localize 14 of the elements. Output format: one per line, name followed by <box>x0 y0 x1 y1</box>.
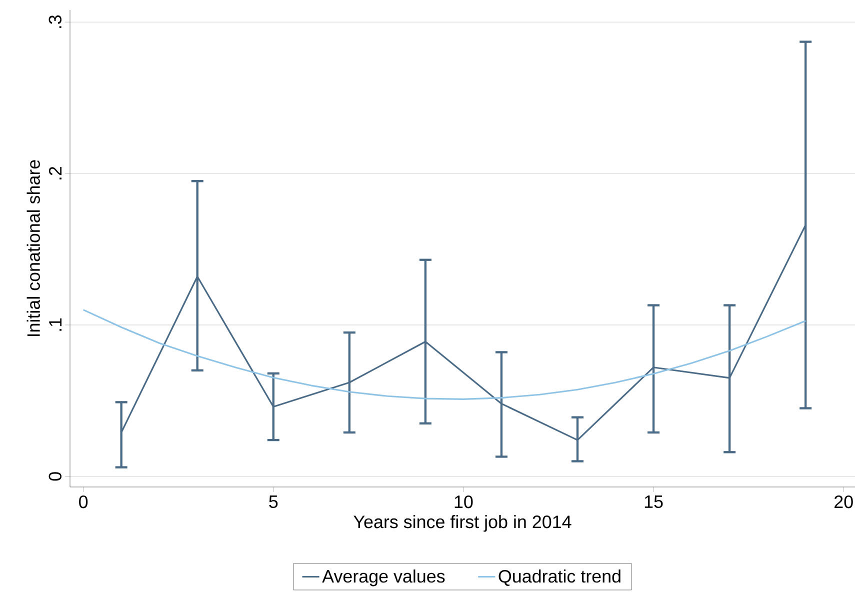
x-axis-title: Years since first job in 2014 <box>354 515 572 532</box>
x-tick-label: 10 <box>454 495 473 508</box>
legend-label: Quadratic trend <box>498 569 620 586</box>
x-tick-label: 0 <box>79 495 88 508</box>
y-tick-label: .3 <box>48 15 62 28</box>
y-tick-label: .2 <box>48 166 62 180</box>
x-tick-label: 20 <box>834 495 853 508</box>
x-tick-label: 15 <box>644 496 663 508</box>
y-tick-label: 0 <box>48 472 62 481</box>
line-series <box>82 309 806 400</box>
y-axis-title: Initial conational share <box>26 160 40 336</box>
x-tick-label: 5 <box>269 496 278 508</box>
legend-label: Average values <box>322 569 445 586</box>
y-tick-label: .1 <box>49 318 62 331</box>
